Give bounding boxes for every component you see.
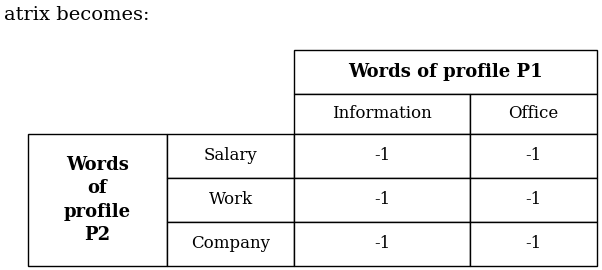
Bar <box>470 94 597 134</box>
Bar <box>470 134 597 178</box>
Text: atrix becomes:: atrix becomes: <box>4 6 149 24</box>
Text: Work: Work <box>209 191 253 208</box>
Bar <box>470 178 597 222</box>
Text: Office: Office <box>508 106 559 123</box>
Text: -1: -1 <box>374 235 390 252</box>
Bar <box>294 94 470 134</box>
Bar <box>294 134 470 178</box>
Text: -1: -1 <box>526 235 542 252</box>
Bar <box>167 178 294 222</box>
Bar <box>167 134 294 178</box>
Text: Words of profile P1: Words of profile P1 <box>349 63 543 81</box>
Text: Company: Company <box>191 235 270 252</box>
Bar <box>167 222 294 266</box>
Text: -1: -1 <box>526 191 542 208</box>
Text: Salary: Salary <box>204 147 258 164</box>
Bar <box>470 222 597 266</box>
Text: -1: -1 <box>374 147 390 164</box>
Bar <box>294 50 597 94</box>
Bar <box>294 222 470 266</box>
Text: Information: Information <box>332 106 432 123</box>
Bar <box>28 134 167 266</box>
Text: -1: -1 <box>374 191 390 208</box>
Text: Words
of
profile
P2: Words of profile P2 <box>64 156 131 244</box>
Bar <box>294 178 470 222</box>
Text: -1: -1 <box>526 147 542 164</box>
